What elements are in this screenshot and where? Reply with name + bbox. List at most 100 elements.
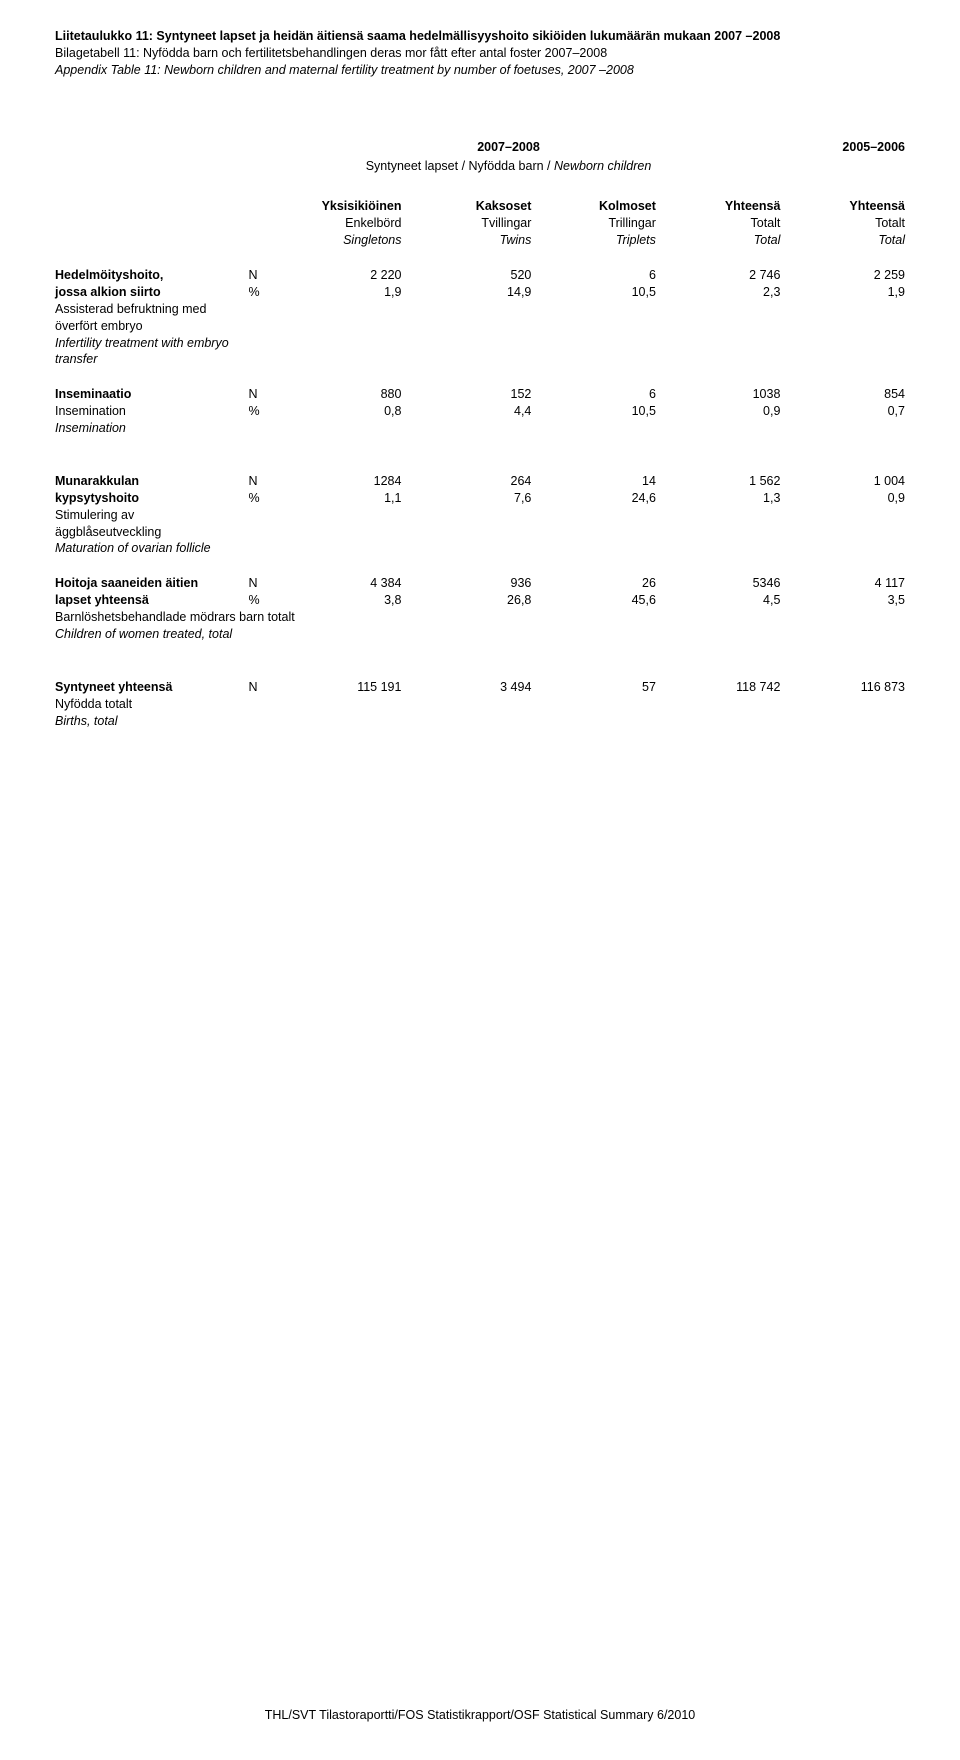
row-label-en: Maturation of ovarian follicle bbox=[55, 540, 244, 557]
cell: 2 746 bbox=[656, 267, 781, 284]
row-label: lapset yhteensä bbox=[55, 592, 244, 609]
colhead-row-3: Singletons Twins Triplets Total Total bbox=[55, 232, 905, 249]
cell: 10,5 bbox=[531, 403, 656, 420]
colhead: Total bbox=[656, 232, 781, 249]
title-en: Appendix Table 11: Newborn children and … bbox=[55, 62, 905, 79]
row-label: Hedelmöityshoito, bbox=[55, 267, 244, 284]
row-maturation: Munarakkulan N 1284 264 14 1 562 1 004 k… bbox=[55, 473, 905, 557]
colhead: Totalt bbox=[656, 215, 781, 232]
cell: 4,5 bbox=[656, 592, 781, 609]
row-label-sv: överfört embryo bbox=[55, 318, 244, 335]
colhead: Yhteensä bbox=[780, 198, 905, 215]
unit: N bbox=[244, 267, 282, 284]
period-main: 2007–2008 bbox=[220, 139, 797, 156]
colhead: Yksisikiöinen bbox=[282, 198, 401, 215]
row-label: Hoitoja saaneiden äitien bbox=[55, 575, 244, 592]
cell: 264 bbox=[401, 473, 531, 490]
cell: 520 bbox=[401, 267, 531, 284]
unit: N bbox=[244, 575, 282, 592]
row-label-sv: Insemination bbox=[55, 403, 244, 420]
data-table: Yksisikiöinen Kaksoset Kolmoset Yhteensä… bbox=[55, 198, 905, 729]
colhead: Yhteensä bbox=[656, 198, 781, 215]
colhead: Kolmoset bbox=[531, 198, 656, 215]
cell: 6 bbox=[531, 386, 656, 403]
unit: N bbox=[244, 386, 282, 403]
unit: N bbox=[244, 679, 282, 696]
cell: 3 494 bbox=[401, 679, 531, 696]
row-label-en: Insemination bbox=[55, 420, 244, 437]
unit: N bbox=[244, 473, 282, 490]
cell: 0,9 bbox=[656, 403, 781, 420]
row-label-en: Births, total bbox=[55, 713, 244, 730]
cell: 6 bbox=[531, 267, 656, 284]
cell: 4 384 bbox=[282, 575, 401, 592]
cell: 4,4 bbox=[401, 403, 531, 420]
cell: 0,8 bbox=[282, 403, 401, 420]
cell: 880 bbox=[282, 386, 401, 403]
row-label: jossa alkion siirto bbox=[55, 284, 244, 301]
colhead: Trillingar bbox=[531, 215, 656, 232]
cell: 118 742 bbox=[656, 679, 781, 696]
subhead-prefix: Syntyneet lapset / Nyfödda barn / bbox=[366, 159, 551, 173]
cell: 14 bbox=[531, 473, 656, 490]
colhead: Total bbox=[780, 232, 905, 249]
cell: 2 259 bbox=[780, 267, 905, 284]
colhead: Tvillingar bbox=[401, 215, 531, 232]
row-label-en: Infertility treatment with embryo bbox=[55, 335, 244, 352]
row-label: Munarakkulan bbox=[55, 473, 244, 490]
cell: 26,8 bbox=[401, 592, 531, 609]
row-ivf: Hedelmöityshoito, N 2 220 520 6 2 746 2 … bbox=[55, 267, 905, 368]
spacer bbox=[55, 139, 220, 156]
unit: % bbox=[244, 403, 282, 420]
row-label: Syntyneet yhteensä bbox=[55, 679, 244, 696]
cell: 2,3 bbox=[656, 284, 781, 301]
cell: 0,9 bbox=[780, 490, 905, 507]
subhead-italic: Newborn children bbox=[554, 159, 651, 173]
row-label-sv: Nyfödda totalt bbox=[55, 696, 244, 713]
cell: 116 873 bbox=[780, 679, 905, 696]
colhead: Totalt bbox=[780, 215, 905, 232]
cell: 1,9 bbox=[780, 284, 905, 301]
cell: 57 bbox=[531, 679, 656, 696]
row-label-en: transfer bbox=[55, 351, 244, 368]
cell: 1038 bbox=[656, 386, 781, 403]
cell: 2 220 bbox=[282, 267, 401, 284]
title-sv: Bilagetabell 11: Nyfödda barn och fertil… bbox=[55, 45, 905, 62]
page-footer: THL/SVT Tilastoraportti/FOS Statistikrap… bbox=[0, 1707, 960, 1724]
cell: 1 004 bbox=[780, 473, 905, 490]
colhead: Singletons bbox=[282, 232, 401, 249]
colhead: Kaksoset bbox=[401, 198, 531, 215]
period-header: 2007–2008 2005–2006 bbox=[55, 139, 905, 156]
cell: 1 562 bbox=[656, 473, 781, 490]
colhead: Twins bbox=[401, 232, 531, 249]
cell: 1284 bbox=[282, 473, 401, 490]
cell: 5346 bbox=[656, 575, 781, 592]
colhead: Enkelbörd bbox=[282, 215, 401, 232]
row-label: Inseminaatio bbox=[55, 386, 244, 403]
cell: 24,6 bbox=[531, 490, 656, 507]
period-right: 2005–2006 bbox=[797, 139, 905, 156]
cell: 14,9 bbox=[401, 284, 531, 301]
cell: 152 bbox=[401, 386, 531, 403]
cell: 3,8 bbox=[282, 592, 401, 609]
title-fi: Liitetaulukko 11: Syntyneet lapset ja he… bbox=[55, 28, 905, 45]
row-label: kypsytyshoito bbox=[55, 490, 244, 507]
cell: 854 bbox=[780, 386, 905, 403]
cell: 115 191 bbox=[282, 679, 401, 696]
cell: 45,6 bbox=[531, 592, 656, 609]
cell: 936 bbox=[401, 575, 531, 592]
subhead-row: Syntyneet lapset / Nyfödda barn / Newbor… bbox=[55, 158, 905, 175]
spacer bbox=[55, 158, 220, 175]
row-label-sv: Assisterad befruktning med bbox=[55, 301, 244, 318]
row-label-sv: Stimulering av bbox=[55, 507, 244, 524]
subhead-text: Syntyneet lapset / Nyfödda barn / Newbor… bbox=[220, 158, 797, 175]
row-label-sv: äggblåseutveckling bbox=[55, 524, 244, 541]
colhead-row-1: Yksisikiöinen Kaksoset Kolmoset Yhteensä… bbox=[55, 198, 905, 215]
cell: 10,5 bbox=[531, 284, 656, 301]
cell: 4 117 bbox=[780, 575, 905, 592]
unit: % bbox=[244, 490, 282, 507]
row-treated-total: Hoitoja saaneiden äitien N 4 384 936 26 … bbox=[55, 575, 905, 643]
table-titles: Liitetaulukko 11: Syntyneet lapset ja he… bbox=[55, 28, 905, 79]
row-label-en: Children of women treated, total bbox=[55, 626, 401, 643]
unit: % bbox=[244, 284, 282, 301]
